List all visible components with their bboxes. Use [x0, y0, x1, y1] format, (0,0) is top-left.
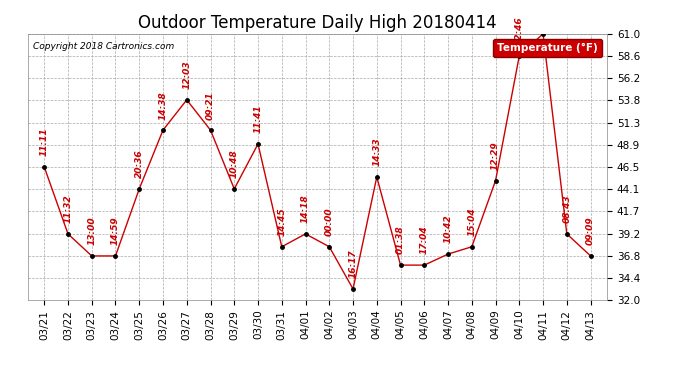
Text: 12:46: 12:46 [515, 16, 524, 45]
Text: 14:59: 14:59 [111, 217, 120, 245]
Legend: Temperature (°F): Temperature (°F) [493, 39, 602, 57]
Text: 12:03: 12:03 [182, 61, 191, 89]
Text: 14:18: 14:18 [301, 195, 310, 223]
Text: 11:32: 11:32 [63, 195, 72, 223]
Text: 00:00: 00:00 [325, 207, 334, 236]
Text: 14:33: 14:33 [373, 138, 382, 166]
Text: 13:00: 13:00 [87, 217, 96, 245]
Text: 14:38: 14:38 [159, 91, 168, 120]
Text: 11:11: 11:11 [40, 128, 49, 156]
Text: 11:41: 11:41 [253, 105, 262, 133]
Text: 12:29: 12:29 [491, 141, 500, 170]
Title: Outdoor Temperature Daily High 20180414: Outdoor Temperature Daily High 20180414 [138, 14, 497, 32]
Text: 09:21: 09:21 [206, 91, 215, 120]
Text: Copyright 2018 Cartronics.com: Copyright 2018 Cartronics.com [33, 42, 175, 51]
Text: 10:42: 10:42 [444, 215, 453, 243]
Text: 16:17: 16:17 [348, 250, 357, 278]
Text: 17:04: 17:04 [420, 226, 428, 255]
Text: 15:04: 15:04 [467, 207, 476, 236]
Text: 09:09: 09:09 [586, 217, 595, 245]
Text: 10:48: 10:48 [230, 150, 239, 178]
Text: 20:36: 20:36 [135, 150, 144, 178]
Text: 01:38: 01:38 [396, 226, 405, 255]
Text: 08:43: 08:43 [562, 195, 571, 223]
Text: 14:45: 14:45 [277, 207, 286, 236]
